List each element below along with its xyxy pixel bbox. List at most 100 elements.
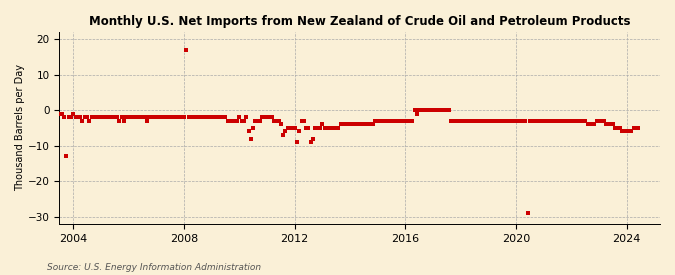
Point: [84, 119, 95, 123]
Point: [570, 119, 581, 123]
Point: [95, 115, 106, 119]
Point: [340, 122, 351, 127]
Point: [414, 108, 425, 112]
Point: [298, 119, 309, 123]
Point: [47, 111, 58, 116]
Point: [407, 119, 418, 123]
Point: [601, 122, 612, 127]
Point: [386, 119, 397, 123]
Point: [315, 126, 325, 130]
Point: [360, 122, 371, 127]
Point: [225, 119, 236, 123]
Point: [158, 115, 169, 119]
Point: [197, 115, 208, 119]
Point: [105, 115, 115, 119]
Point: [412, 111, 423, 116]
Point: [72, 115, 83, 119]
Point: [243, 129, 254, 134]
Point: [211, 115, 221, 119]
Point: [142, 119, 153, 123]
Title: Monthly U.S. Net Imports from New Zealand of Crude Oil and Petroleum Products: Monthly U.S. Net Imports from New Zealan…: [89, 15, 630, 28]
Point: [232, 119, 242, 123]
Point: [116, 115, 127, 119]
Point: [331, 126, 342, 130]
Point: [215, 115, 226, 119]
Point: [391, 119, 402, 123]
Point: [146, 115, 157, 119]
Point: [487, 119, 498, 123]
Point: [160, 115, 171, 119]
Point: [68, 111, 78, 116]
Point: [151, 115, 161, 119]
Point: [326, 126, 337, 130]
Point: [121, 115, 132, 119]
Point: [441, 108, 452, 112]
Point: [610, 126, 620, 130]
Point: [342, 122, 353, 127]
Point: [209, 115, 219, 119]
Point: [303, 126, 314, 130]
Point: [462, 119, 473, 123]
Point: [262, 115, 273, 119]
Point: [368, 122, 379, 127]
Point: [305, 140, 316, 144]
Point: [169, 115, 180, 119]
Point: [70, 115, 81, 119]
Point: [254, 119, 265, 123]
Point: [448, 119, 459, 123]
Point: [259, 115, 270, 119]
Point: [123, 115, 134, 119]
Point: [88, 115, 99, 119]
Point: [165, 115, 176, 119]
Point: [248, 126, 259, 130]
Point: [443, 108, 454, 112]
Point: [345, 122, 356, 127]
Point: [467, 119, 478, 123]
Point: [335, 122, 346, 127]
Point: [490, 119, 501, 123]
Point: [241, 115, 252, 119]
Point: [432, 108, 443, 112]
Point: [329, 126, 340, 130]
Point: [285, 126, 296, 130]
Point: [230, 119, 240, 123]
Point: [308, 136, 319, 141]
Point: [292, 140, 302, 144]
Point: [596, 119, 607, 123]
Point: [206, 115, 217, 119]
Point: [144, 115, 155, 119]
Point: [222, 119, 233, 123]
Point: [54, 111, 65, 116]
Point: [404, 119, 415, 123]
Point: [313, 126, 323, 130]
Point: [148, 115, 159, 119]
Point: [153, 115, 164, 119]
Point: [522, 211, 533, 215]
Point: [119, 119, 130, 123]
Point: [56, 111, 67, 116]
Point: [333, 126, 344, 130]
Point: [508, 119, 519, 123]
Point: [176, 115, 187, 119]
Point: [617, 129, 628, 134]
Point: [547, 119, 558, 123]
Point: [587, 122, 597, 127]
Point: [471, 119, 482, 123]
Point: [430, 108, 441, 112]
Point: [594, 119, 605, 123]
Point: [52, 111, 63, 116]
Point: [536, 119, 547, 123]
Point: [252, 119, 263, 123]
Point: [396, 119, 406, 123]
Point: [280, 129, 291, 134]
Point: [416, 108, 427, 112]
Point: [45, 111, 55, 116]
Point: [628, 126, 639, 130]
Point: [562, 119, 572, 123]
Point: [192, 115, 203, 119]
Point: [633, 126, 644, 130]
Point: [65, 115, 76, 119]
Point: [622, 129, 632, 134]
Point: [135, 115, 146, 119]
Point: [513, 119, 524, 123]
